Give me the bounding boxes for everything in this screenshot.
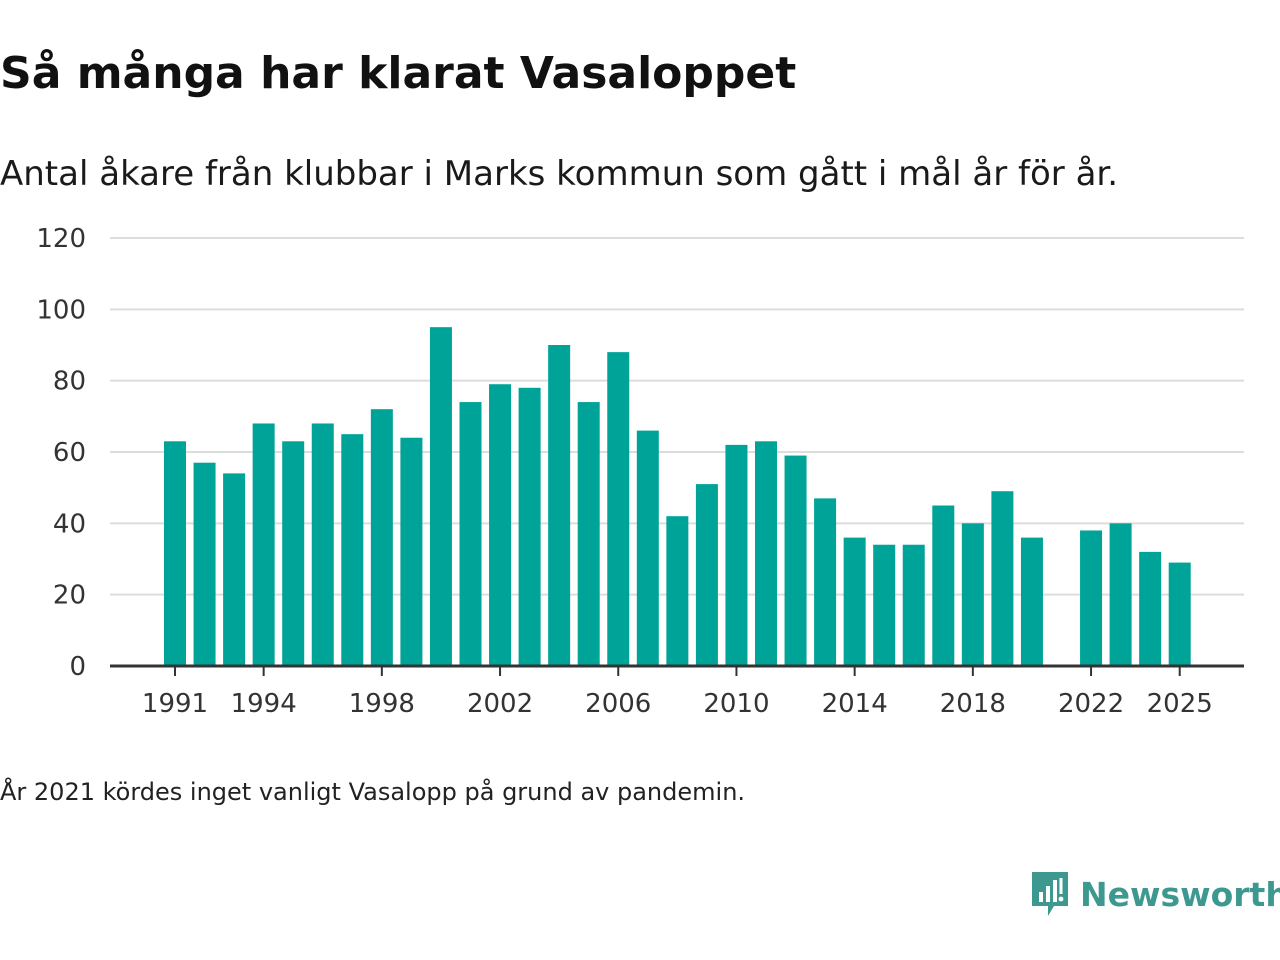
bar-1996[interactable] bbox=[311, 423, 334, 666]
bar-2020[interactable] bbox=[1020, 537, 1043, 666]
bar-2003[interactable] bbox=[518, 387, 541, 666]
brand-logo[interactable]: Newsworthy bbox=[1030, 870, 1280, 918]
bar-1994[interactable] bbox=[252, 423, 275, 666]
chart-title: Så många har klarat Vasaloppet bbox=[0, 48, 797, 99]
bar-2000[interactable] bbox=[429, 327, 452, 666]
bar-2022[interactable] bbox=[1080, 530, 1103, 666]
bar-2008[interactable] bbox=[666, 516, 689, 666]
x-tick-label: 2022 bbox=[1058, 689, 1124, 719]
x-tick-label: 2006 bbox=[585, 689, 651, 719]
bar-2023[interactable] bbox=[1109, 523, 1132, 666]
bar-1997[interactable] bbox=[341, 434, 364, 666]
bar-2015[interactable] bbox=[873, 544, 896, 666]
bar-2009[interactable] bbox=[695, 484, 718, 666]
y-tick-label: 100 bbox=[36, 295, 86, 325]
bar-1993[interactable] bbox=[223, 473, 246, 666]
y-tick-label: 80 bbox=[53, 367, 86, 397]
bar-chart: 0 20 40 60 80 100 120 1991 1994 1998 2002 2006 2010… bbox=[36, 224, 1244, 719]
bar-2014[interactable] bbox=[843, 537, 866, 666]
footnote: År 2021 kördes inget vanligt Vasalopp på… bbox=[0, 778, 746, 806]
bar-2006[interactable] bbox=[607, 352, 630, 666]
x-tick-label: 2025 bbox=[1147, 689, 1213, 719]
bar-2010[interactable] bbox=[725, 444, 748, 666]
bar-2005[interactable] bbox=[577, 402, 600, 666]
y-tick-label: 120 bbox=[36, 224, 86, 254]
bar-2007[interactable] bbox=[636, 430, 659, 666]
bar-2011[interactable] bbox=[755, 441, 777, 666]
y-tick-label: 40 bbox=[53, 509, 86, 539]
bar-1992[interactable] bbox=[193, 462, 216, 666]
bar-1999[interactable] bbox=[400, 437, 423, 666]
bar-2002[interactable] bbox=[489, 384, 512, 666]
x-tick-label: 2010 bbox=[703, 689, 769, 719]
y-tick-label: 0 bbox=[69, 652, 86, 682]
y-tick-label: 20 bbox=[53, 581, 86, 611]
bar-series bbox=[164, 327, 1191, 666]
x-tick-label: 1994 bbox=[231, 689, 297, 719]
bar-2024[interactable] bbox=[1139, 551, 1162, 666]
bar-2013[interactable] bbox=[814, 498, 837, 666]
bar-2019[interactable] bbox=[991, 491, 1014, 666]
bar-1995[interactable] bbox=[282, 441, 305, 666]
x-tick-label: 1998 bbox=[349, 689, 415, 719]
bar-2025[interactable] bbox=[1168, 562, 1191, 666]
bar-2017[interactable] bbox=[932, 505, 955, 667]
bar-2004[interactable] bbox=[548, 345, 571, 666]
bar-1991[interactable] bbox=[164, 441, 186, 666]
newsworthy-logo-icon bbox=[1032, 872, 1068, 916]
x-tick-label: 2002 bbox=[467, 689, 533, 719]
x-tick-label: 2018 bbox=[940, 689, 1006, 719]
x-axis-ticks: 1991 1994 1998 2002 2006 2010 2014 2018 2022 2025 bbox=[142, 666, 1213, 719]
bar-2012[interactable] bbox=[784, 455, 807, 666]
chart-subtitle: Antal åkare från klubbar i Marks kommun … bbox=[0, 154, 1119, 194]
bar-2018[interactable] bbox=[961, 523, 984, 666]
bar-1998[interactable] bbox=[370, 409, 393, 666]
bar-2016[interactable] bbox=[902, 544, 925, 666]
brand-name: Newsworthy bbox=[1080, 874, 1280, 914]
y-tick-label: 60 bbox=[53, 438, 86, 468]
bar-2001[interactable] bbox=[459, 402, 482, 666]
x-tick-label: 2014 bbox=[822, 689, 888, 719]
y-axis-ticks: 0 20 40 60 80 100 120 bbox=[36, 224, 86, 682]
x-tick-label: 1991 bbox=[142, 689, 208, 719]
